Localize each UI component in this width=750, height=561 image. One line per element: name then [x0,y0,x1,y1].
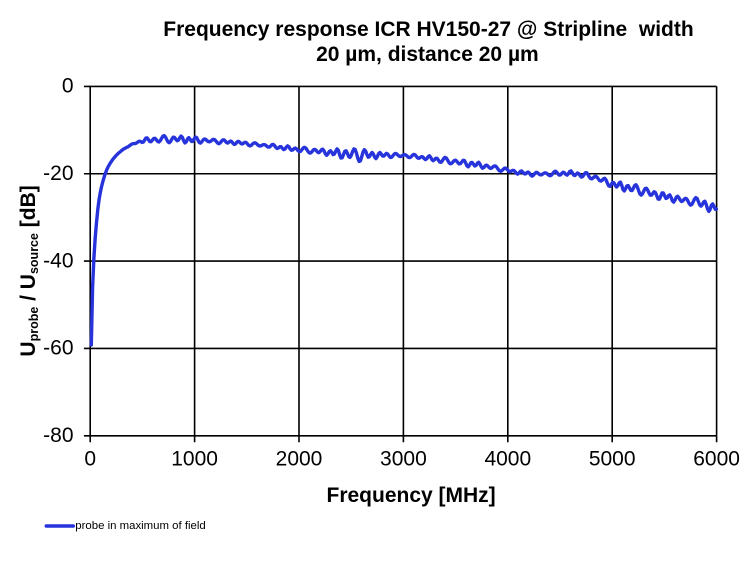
svg-text:probe in maximum of field: probe in maximum of field [75,520,205,532]
svg-text:-80: -80 [43,424,73,447]
svg-text:-60: -60 [43,337,73,360]
svg-text:5000: 5000 [589,447,636,470]
svg-text:-40: -40 [43,249,73,272]
svg-text:0: 0 [84,447,96,470]
svg-text:1000: 1000 [171,447,218,470]
svg-text:0: 0 [62,75,74,98]
svg-text:3000: 3000 [380,447,427,470]
svg-text:Frequency response ICR HV150-2: Frequency response ICR HV150-27 @ Stripl… [163,18,693,41]
svg-text:4000: 4000 [484,447,531,470]
svg-text:-20: -20 [43,162,73,185]
svg-text:Frequency [MHz]: Frequency [MHz] [327,484,496,507]
svg-text:2000: 2000 [276,447,323,470]
svg-text:20 µm, distance 20 µm: 20 µm, distance 20 µm [316,43,539,66]
svg-text:6000: 6000 [693,447,740,470]
